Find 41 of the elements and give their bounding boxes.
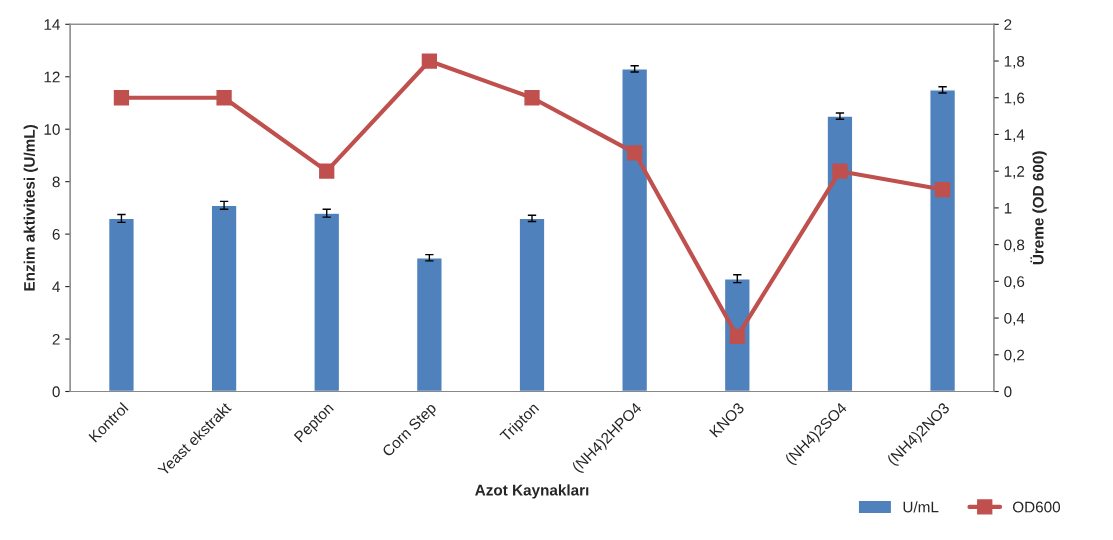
point — [832, 163, 848, 179]
point — [421, 53, 438, 69]
y2-tick-label: 1,4 — [1004, 129, 1025, 142]
y-tick-label: 10 — [44, 124, 60, 135]
point — [627, 145, 643, 161]
legend-label: OD600 — [1012, 501, 1061, 513]
y2-tick-label: 0,4 — [1004, 312, 1025, 326]
point — [524, 90, 540, 106]
y2-tick-label: 0,8 — [1004, 239, 1025, 253]
point — [113, 90, 130, 106]
y2-axis-title: Üreme (OD 600) — [1030, 151, 1047, 265]
y2-tick-label: 2 — [1004, 19, 1012, 30]
point — [934, 181, 951, 198]
bar — [621, 68, 649, 392]
y2-tick-label: 0,2 — [1004, 349, 1025, 363]
x-axis-title: Azot Kaynakları — [475, 484, 589, 499]
y-tick-label: 8 — [52, 176, 60, 188]
bar — [826, 115, 854, 392]
y-tick-label: 0 — [52, 386, 60, 398]
bar — [415, 257, 443, 392]
y-tick-label: 14 — [44, 19, 60, 30]
point — [319, 163, 335, 179]
y2-tick-label: 1,8 — [1004, 55, 1025, 69]
y2-tick-label: 0 — [1004, 386, 1012, 398]
y-tick-label: 2 — [52, 333, 60, 345]
y-tick-label: 4 — [52, 281, 60, 293]
bar — [107, 217, 135, 392]
y2-tick-label: 1 — [1004, 202, 1012, 214]
bar — [313, 212, 341, 392]
y2-tick-label: 0,6 — [1004, 276, 1025, 289]
bar — [518, 217, 546, 392]
y-axis-title: Enzim aktivitesi (U/mL) — [23, 125, 38, 291]
point — [729, 328, 745, 345]
y-tick-label: 12 — [44, 71, 60, 83]
y-tick-label: 6 — [52, 229, 60, 240]
legend-label: U/mL — [903, 501, 939, 513]
bar — [929, 89, 957, 392]
point — [216, 90, 232, 106]
y2-tick-label: 1,2 — [1004, 166, 1025, 179]
bar — [210, 204, 238, 392]
y2-tick-label: 1,6 — [1004, 92, 1025, 106]
